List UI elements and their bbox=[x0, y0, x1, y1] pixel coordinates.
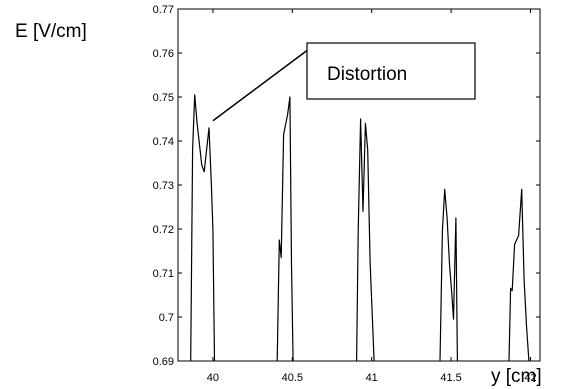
y-tick-label: 0.73 bbox=[153, 180, 174, 192]
series-line-segment bbox=[190, 94, 216, 362]
y-tick-label: 0.69 bbox=[153, 356, 174, 368]
x-axis: 40 40.5 41 41.5 42 bbox=[207, 9, 537, 384]
y-tick-label: 0.72 bbox=[153, 224, 174, 236]
annotation-layer: Distortion bbox=[212, 42, 476, 122]
series-line-segment bbox=[356, 118, 375, 362]
y-tick-label: 0.71 bbox=[153, 268, 174, 280]
series-line-segment bbox=[439, 188, 458, 362]
distortion-label: Distortion bbox=[327, 64, 407, 85]
y-tick-label: 0.76 bbox=[153, 48, 174, 60]
x-tick-label: 40 bbox=[207, 372, 219, 384]
y-tick-label: 0.77 bbox=[153, 4, 174, 16]
x-axis-label: y [cm] bbox=[491, 366, 542, 387]
distortion-label-box bbox=[306, 42, 476, 100]
y-tick-label: 0.75 bbox=[153, 92, 174, 104]
data-series bbox=[190, 94, 530, 362]
x-tick-label: 41.5 bbox=[440, 372, 461, 384]
x-tick-label: 41 bbox=[366, 372, 378, 384]
x-tick-label: 42 bbox=[524, 372, 536, 384]
y-axis: 0.69 0.7 0.71 0.72 0.73 0.74 0.75 0.76 0.77 bbox=[153, 4, 540, 368]
y-tick-label: 0.7 bbox=[159, 312, 174, 324]
x-tick-label: 40.5 bbox=[282, 372, 303, 384]
series-line-segment bbox=[508, 188, 530, 362]
y-tick-label: 0.74 bbox=[153, 136, 174, 148]
y-axis-label: E [V/cm] bbox=[15, 21, 87, 42]
distortion-pointer-line bbox=[212, 46, 312, 122]
series-line-segment bbox=[276, 96, 294, 362]
